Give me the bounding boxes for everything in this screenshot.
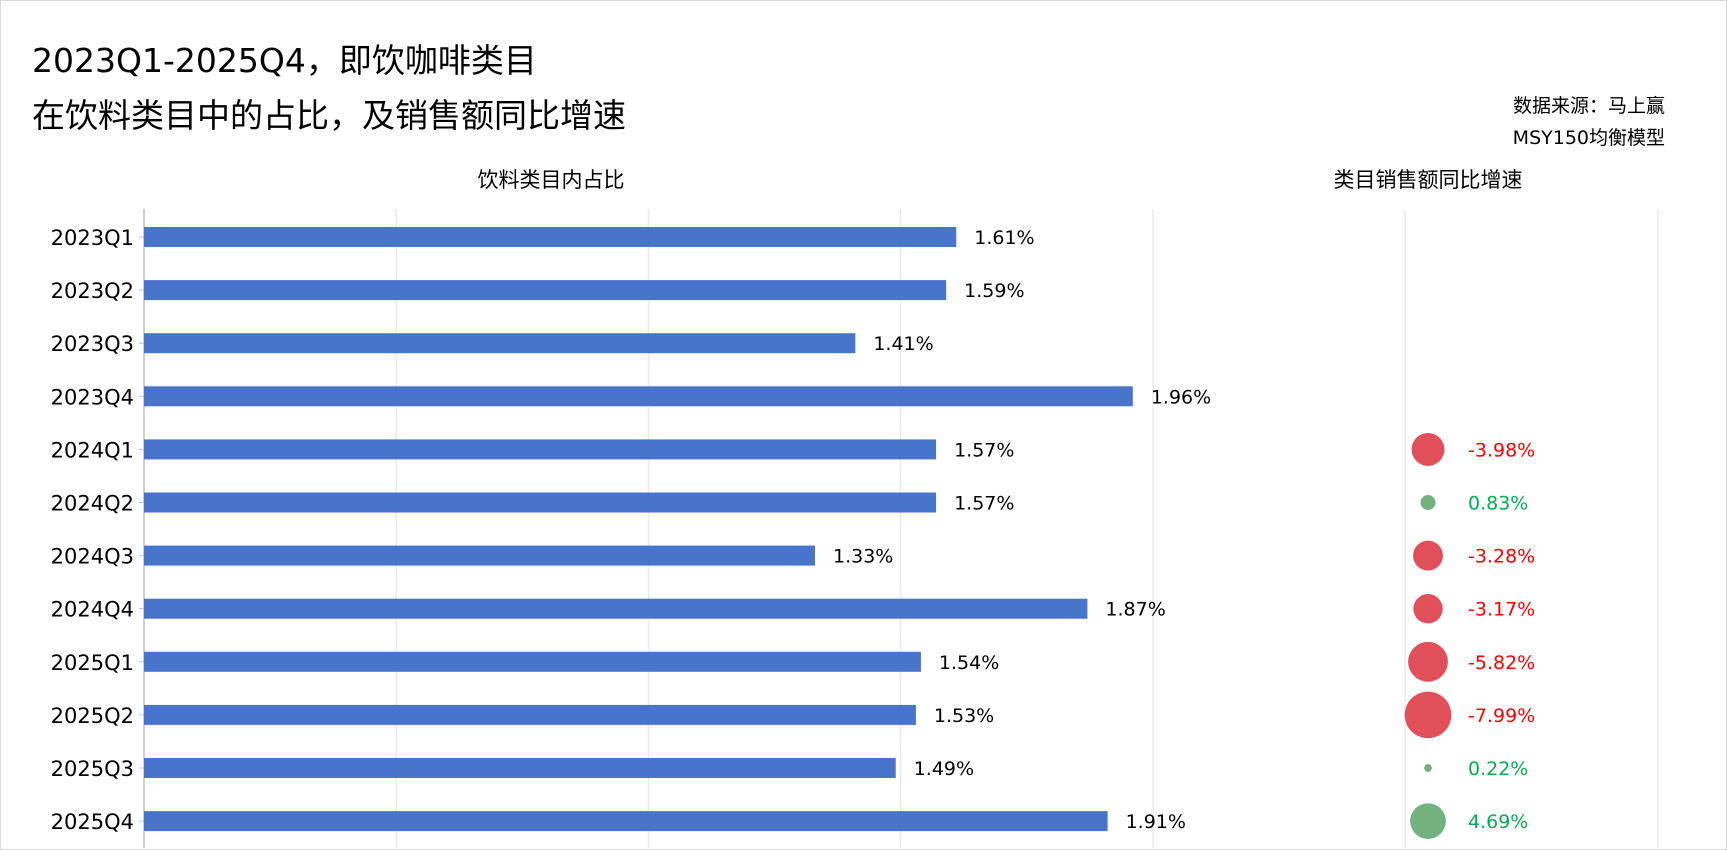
bubble-data-label: -5.82% [1468, 652, 1535, 674]
bubble-data-label: 0.22% [1468, 758, 1528, 780]
bar-data-label: 1.41% [873, 333, 933, 355]
bar-2024Q1 [144, 439, 937, 460]
bubble-2025Q1 [1408, 641, 1448, 682]
bubble-panel-title: 类目销售额同比增速 [1333, 168, 1523, 192]
bubble-data-label: -3.28% [1468, 546, 1535, 568]
bubble-2025Q3 [1424, 764, 1432, 772]
category-label: 2025Q1 [51, 651, 134, 675]
bubble-2024Q3 [1413, 540, 1443, 571]
category-label: 2025Q4 [51, 810, 134, 834]
bar-2024Q3 [144, 545, 815, 566]
bar-2025Q1 [144, 651, 921, 672]
bar-2023Q1 [144, 227, 957, 247]
bar-data-label: 1.96% [1151, 386, 1211, 408]
bar-data-label: 1.53% [934, 705, 994, 727]
bubble-2024Q2 [1420, 494, 1436, 511]
source-note: 数据来源：马上赢 [1512, 95, 1665, 117]
bar-data-label: 1.59% [964, 280, 1024, 302]
bubble-data-label: -3.98% [1468, 439, 1535, 461]
bar-2023Q4 [144, 386, 1133, 407]
category-label: 2025Q2 [51, 704, 134, 728]
category-label: 2024Q3 [51, 545, 134, 569]
category-label: 2024Q2 [51, 492, 134, 516]
bar-panel-title: 饮料类目内占比 [477, 168, 625, 192]
bubble-data-label: 0.83% [1468, 493, 1528, 515]
category-label: 2023Q3 [51, 332, 134, 356]
bar-2025Q3 [144, 758, 896, 778]
bar-data-label: 1.33% [833, 546, 893, 568]
bar-2023Q2 [144, 280, 947, 301]
model-note: MSY150均衡模型 [1512, 127, 1665, 149]
bubble-2024Q1 [1411, 432, 1445, 466]
chart-title-line2: 在饮料类目中的占比，及销售额同比增速 [32, 96, 626, 135]
bubble-2025Q4 [1410, 803, 1446, 839]
bar-data-label: 1.57% [954, 493, 1014, 515]
bar-data-label: 1.61% [974, 227, 1034, 249]
category-label: 2023Q2 [51, 279, 134, 303]
bubble-2024Q4 [1413, 594, 1443, 624]
bar-data-label: 1.57% [954, 439, 1014, 461]
bar-2025Q4 [144, 811, 1108, 832]
bubble-2025Q2 [1404, 691, 1452, 739]
bar-data-label: 1.49% [914, 758, 974, 780]
category-label: 2023Q4 [51, 385, 134, 409]
bubble-data-label: -3.17% [1468, 599, 1535, 621]
bar-2024Q4 [144, 598, 1088, 619]
bubble-data-label: -7.99% [1468, 705, 1535, 727]
category-label: 2024Q4 [51, 598, 134, 622]
bar-2025Q2 [144, 704, 916, 725]
category-label: 2024Q1 [51, 438, 134, 462]
bar-2023Q3 [144, 333, 856, 354]
chart-title-line1: 2023Q1-2025Q4，即饮咖啡类目 [32, 41, 537, 80]
bar-data-label: 1.91% [1126, 811, 1186, 833]
bar-2024Q2 [144, 492, 937, 513]
bar-data-label: 1.54% [939, 652, 999, 674]
category-label: 2023Q1 [51, 226, 134, 250]
bar-data-label: 1.87% [1105, 599, 1165, 621]
bubble-data-label: 4.69% [1468, 811, 1528, 833]
category-label: 2025Q3 [51, 757, 134, 781]
